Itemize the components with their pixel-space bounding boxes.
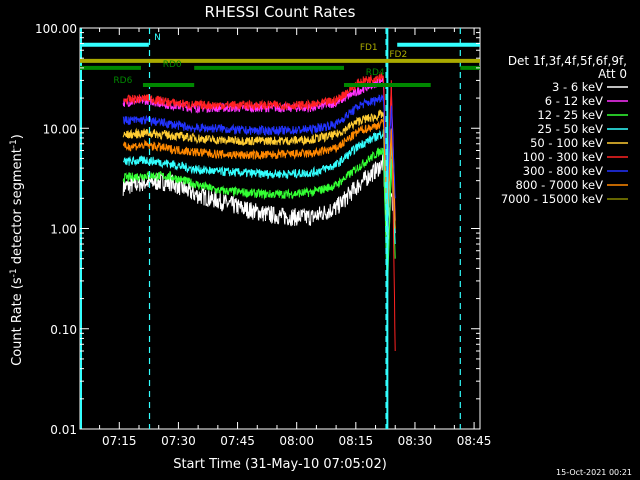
y-tick-label: 0.10 <box>50 323 77 337</box>
timestamp: 15-Oct-2021 00:21 <box>556 468 632 477</box>
series-line-800-7000keV <box>122 118 396 229</box>
series-line-300-800keV <box>122 94 396 199</box>
bar-label-FD1: FD1 <box>360 43 378 53</box>
plot-frame <box>79 27 481 430</box>
legend-entry-label: 12 - 25 keV <box>537 108 603 122</box>
attenuator-bars: N FD1 FD2 RD0 RD6 RD4 <box>80 28 480 429</box>
chart-title: RHESSI Count Rates <box>205 3 356 21</box>
y-tick-label: 1.00 <box>50 223 77 237</box>
legend-title-line: Att 0 <box>598 67 627 81</box>
bar-label-RD4: RD4 <box>366 68 385 78</box>
x-axis-label: Start Time (31-May-10 07:05:02) <box>173 457 387 472</box>
legend-entry-label: 3 - 6 keV <box>552 80 603 94</box>
y-label-part: -1 <box>9 268 19 277</box>
legend-title-line: Det 1f,3f,4f,5f,6f,9f, <box>508 54 627 68</box>
x-tick-label: 07:45 <box>220 434 255 448</box>
y-tick-label: 100.00 <box>35 22 77 36</box>
plot-border <box>79 27 481 430</box>
legend-entry-label: 50 - 100 keV <box>530 136 603 150</box>
y-label-part: ) <box>10 134 25 139</box>
y-label-part: detector segment <box>10 148 25 268</box>
bar-label-RD0: RD0 <box>163 60 182 70</box>
y-label-part: -1 <box>9 139 19 148</box>
bar-label-RD6: RD6 <box>113 76 132 86</box>
legend-entry-label: 25 - 50 keV <box>537 122 603 136</box>
legend-entry-label: 800 - 7000 keV <box>515 178 603 192</box>
y-axis-label: Count Rate (s-1 detector segment-1) <box>9 134 25 366</box>
series-line-50-100keV <box>122 109 396 229</box>
x-tick-label: 08:45 <box>457 434 492 448</box>
legend-entry-label: 100 - 300 keV <box>523 150 603 164</box>
series-line-25-50keV <box>122 129 396 245</box>
bar-label-FD2: FD2 <box>389 50 407 60</box>
y-label-part: Count Rate (s <box>10 277 25 366</box>
legend-entry-label: 300 - 800 keV <box>523 164 603 178</box>
legend-entry-label: 6 - 12 keV <box>545 94 603 108</box>
x-tick-label: 08:00 <box>279 434 314 448</box>
series-line-6-12keV <box>122 76 396 221</box>
series-layer <box>122 72 396 352</box>
series-line-12-25keV <box>122 147 396 296</box>
axes: 07:15 07:30 07:45 08:00 08:15 08:30 08:45 100.0… <box>35 22 491 448</box>
x-tick-label: 08:30 <box>398 434 433 448</box>
bar-label-N: N <box>154 33 161 43</box>
y-tick-label: 0.01 <box>50 423 77 437</box>
x-tick-label: 07:30 <box>161 434 196 448</box>
y-tick-label: 10.00 <box>43 122 77 136</box>
x-tick-label: 07:15 <box>102 434 137 448</box>
x-tick-label: 08:15 <box>339 434 374 448</box>
legend-entry-label: 7000 - 15000 keV <box>501 192 603 206</box>
